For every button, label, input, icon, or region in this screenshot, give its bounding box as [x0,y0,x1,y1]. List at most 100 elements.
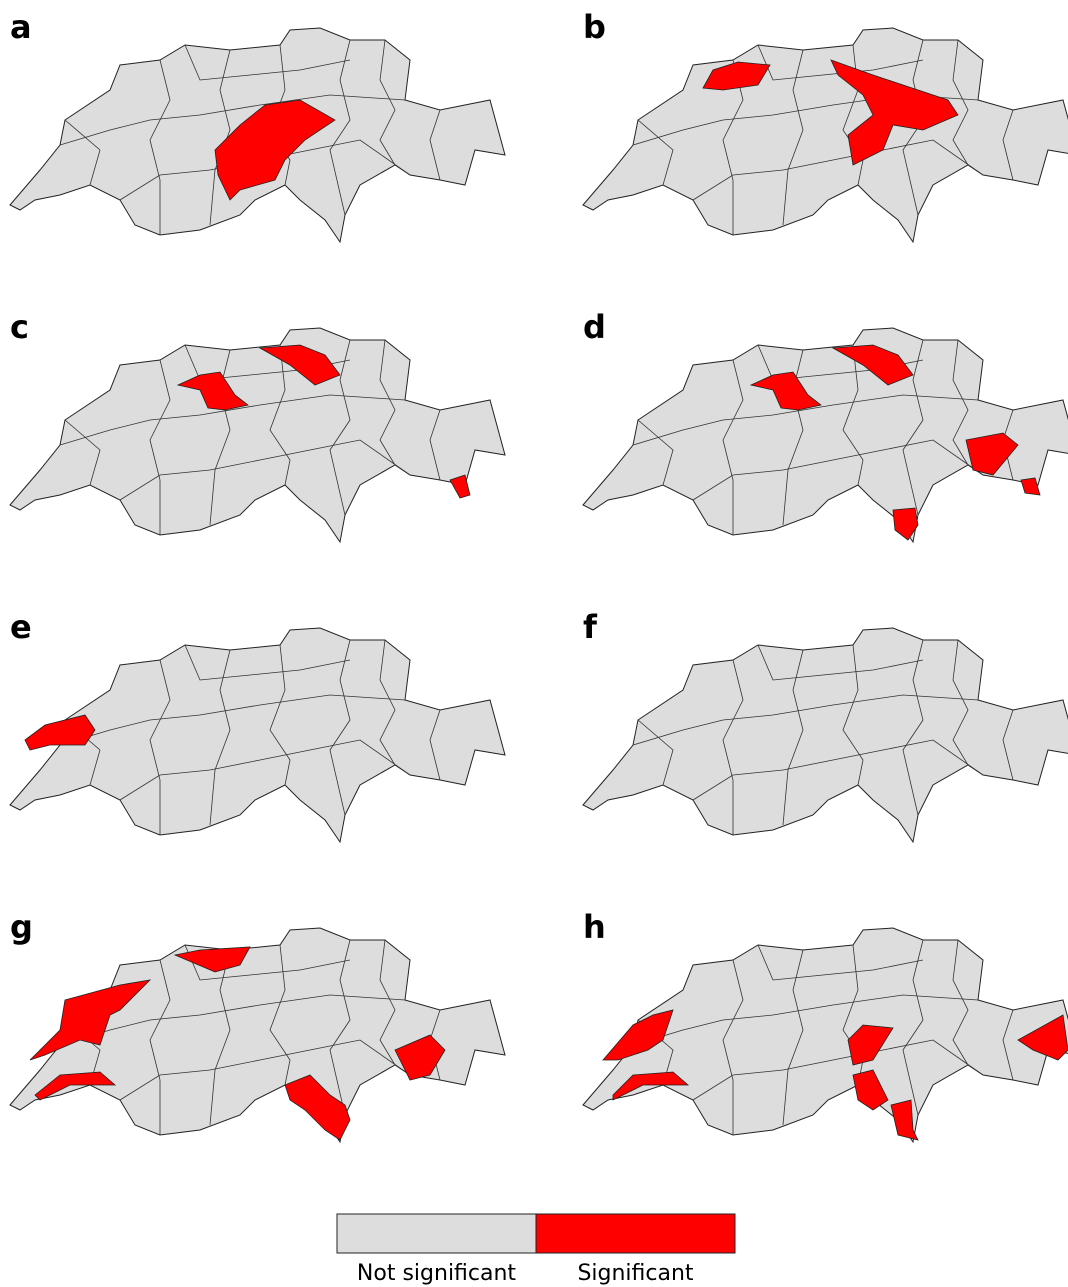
region-border [637,119,674,186]
region-border [269,644,291,786]
panel-label: a [10,8,32,46]
significant-region [965,432,1019,476]
panel-label: f [583,608,598,646]
region-border [692,439,984,501]
region-border [722,659,744,835]
region-border [637,719,674,786]
region-border [1002,109,1014,181]
country-outline [9,627,506,844]
region-border [722,359,744,535]
region-border [429,709,441,781]
significant-region [176,371,249,411]
significant-region [449,474,471,499]
significant-region [394,1034,446,1081]
map-panel: d [582,308,1068,544]
region-border [59,994,406,1046]
region-border [149,359,171,535]
region-border [429,409,441,481]
significant-region [890,1099,919,1141]
region-border [632,694,979,746]
region-border [1002,1009,1014,1081]
region-border [209,49,231,226]
country-outline [582,27,1068,244]
map-panel: f [582,608,1068,844]
region-border [842,644,864,786]
region-border [692,739,984,801]
region-border [329,939,351,1116]
map-panel: h [582,908,1068,1144]
panel-label: e [10,608,32,646]
country-outline [582,327,1068,544]
region-border [637,419,674,486]
country-outline [582,927,1068,1144]
significant-region [830,59,959,166]
legend-swatch [535,1213,736,1254]
region-border [782,49,804,226]
region-border [379,939,396,1066]
region-border [119,1039,411,1101]
significant-region [702,61,771,91]
region-border [64,119,101,186]
region-border [782,949,804,1126]
region-border [842,344,864,486]
region-border [59,394,406,446]
panel-label: d [583,308,606,346]
significant-region [852,1069,889,1111]
map-panel: g [9,908,506,1144]
maps: a b c d e f g h [9,8,1068,1144]
significant-region [34,1071,117,1101]
region-border [149,959,171,1135]
significant-region [892,507,919,541]
region-border [119,439,411,501]
region-border [902,939,924,1116]
significant-region [284,1074,351,1141]
region-border [632,994,979,1046]
region-border [269,944,291,1086]
region-border [184,944,351,981]
significant-region [29,979,152,1061]
legend-label: Significant [577,1261,693,1286]
significant-region [1017,1014,1068,1061]
region-border [379,339,396,466]
region-border [329,39,351,216]
region-border [119,739,411,801]
region-border [757,644,924,681]
panel-label: b [583,8,606,46]
region-border [757,944,924,981]
region-border [59,94,406,146]
panel-label: h [583,908,606,946]
significant-region [612,1071,690,1101]
map-panel: c [9,308,506,544]
region-border [379,639,396,766]
legend-label: Not significant [357,1261,517,1286]
region-border [329,339,351,516]
legend: Not significant Significant [336,1213,736,1286]
region-border [952,39,969,166]
significant-region [831,344,914,386]
region-border [692,1039,984,1101]
region-border [379,39,396,166]
region-border [184,644,351,681]
region-border [902,639,924,816]
region-border [692,139,984,201]
region-border [209,949,231,1126]
region-border [149,59,171,235]
country-outline [582,627,1068,844]
region-border [184,44,351,81]
region-border [329,639,351,816]
region-border [782,649,804,826]
country-outline [9,327,506,544]
region-border [902,339,924,516]
country-outline [9,927,506,1144]
region-border [269,344,291,486]
region-border [209,649,231,826]
region-border [1002,709,1014,781]
legend-swatch [336,1213,537,1254]
region-border [64,419,101,486]
map-panel: b [582,8,1068,244]
significant-region [602,1009,674,1061]
region-border [429,109,441,181]
region-border [59,694,406,746]
significant-region [214,99,336,201]
